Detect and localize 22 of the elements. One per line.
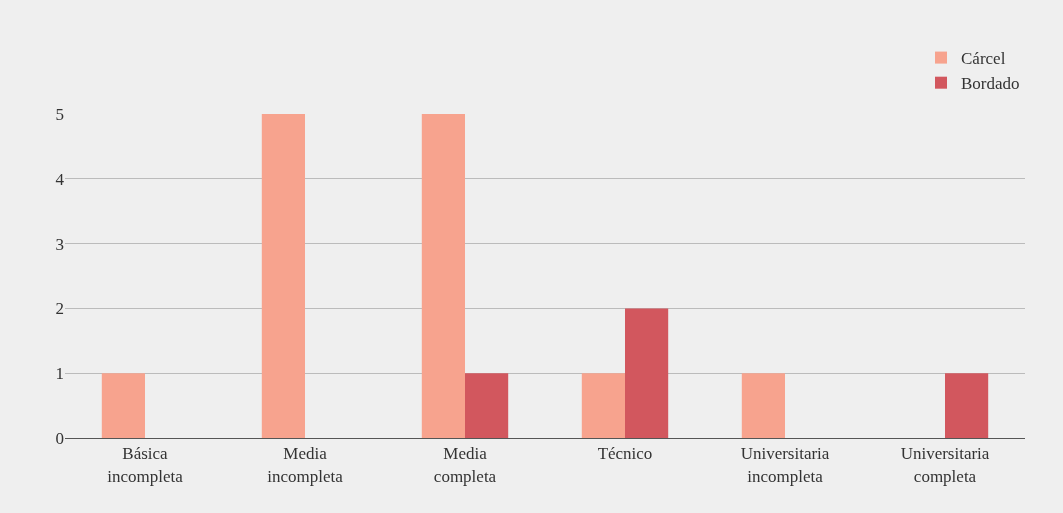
bar xyxy=(741,373,785,438)
x-tick-label: Técnico xyxy=(597,444,653,464)
y-tick-label: 4 xyxy=(55,169,65,189)
bar xyxy=(101,373,145,438)
y-tick-label: 3 xyxy=(55,234,64,254)
bar xyxy=(625,308,669,438)
bar xyxy=(421,114,465,438)
x-tick-label: Universitaria incompleta xyxy=(740,444,830,486)
x-tick-label: Universitaria completa xyxy=(900,444,990,486)
legend-label: Bordado xyxy=(961,74,1020,94)
bar xyxy=(581,373,625,438)
x-tick-label: Media completa xyxy=(433,444,497,486)
y-tick-label: 1 xyxy=(55,364,64,384)
x-tick-label: Media incompleta xyxy=(267,444,344,486)
bar xyxy=(945,373,989,438)
bar xyxy=(261,114,305,438)
legend-label: Cárcel xyxy=(961,49,1006,69)
y-tick-label: 2 xyxy=(55,299,64,319)
y-tick-label: 0 xyxy=(55,428,64,448)
bar xyxy=(465,373,509,438)
y-tick-label: 5 xyxy=(55,104,64,124)
x-tick-label: Básica incompleta xyxy=(107,444,184,486)
